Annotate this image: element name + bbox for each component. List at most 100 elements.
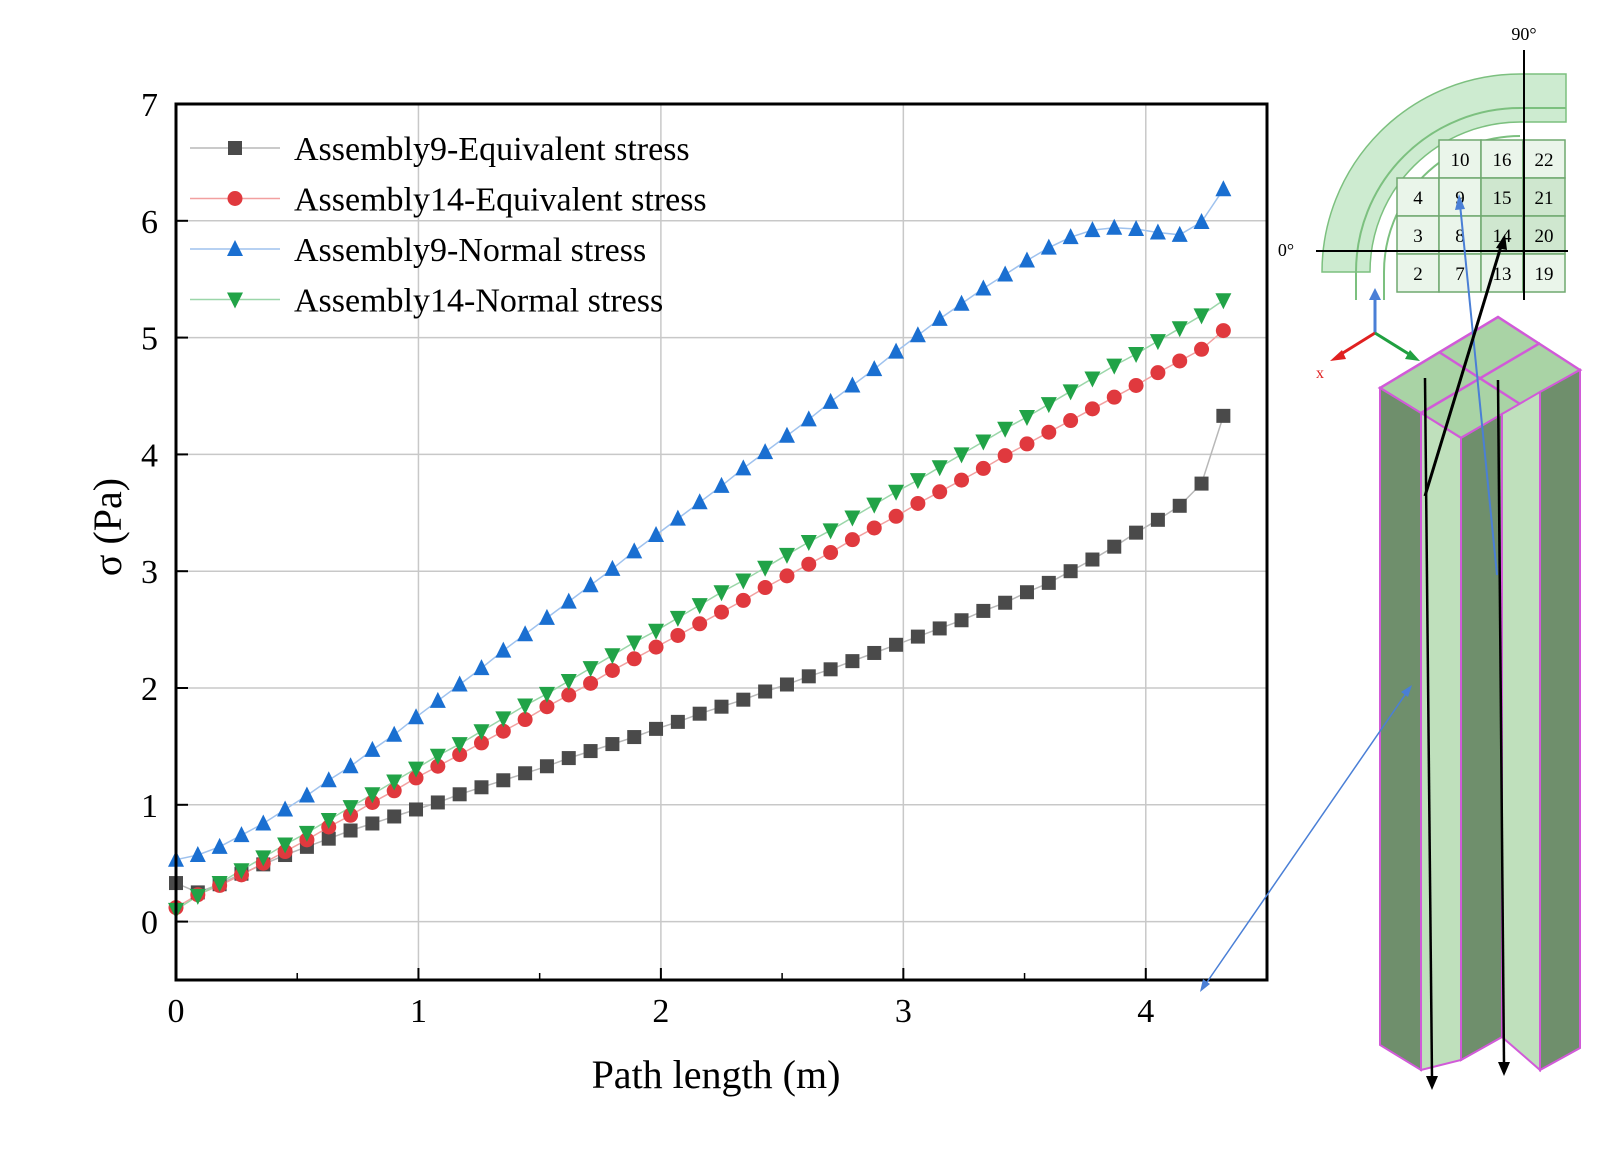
data-point [910, 495, 926, 511]
stress-chart: 0 1 2 3 4 0 1 2 3 4 5 6 7 Path length (m) σ (Pa) Ass… [85, 87, 1269, 1097]
data-point [1062, 228, 1079, 245]
section-cell-label: 14 [1493, 226, 1513, 247]
data-point [735, 459, 752, 476]
data-point [909, 473, 926, 490]
data-point [888, 508, 904, 524]
data-point [800, 410, 817, 427]
data-point [189, 888, 206, 905]
y-tick-label: 0 [141, 905, 158, 942]
data-point [626, 542, 643, 559]
data-point [233, 863, 250, 880]
data-point [866, 497, 883, 514]
data-point [582, 661, 599, 678]
data-point [954, 472, 970, 488]
data-point [408, 761, 425, 778]
data-point [538, 608, 555, 625]
data-point [866, 360, 883, 377]
data-point [517, 698, 534, 715]
triad-x-label: x [1316, 365, 1324, 382]
section-cell-label: 13 [1493, 264, 1512, 285]
triad-y-arrowhead [1405, 350, 1420, 361]
x-tick-label: 3 [895, 993, 912, 1030]
data-point [649, 721, 664, 736]
section-cell-label: 15 [1493, 188, 1512, 209]
data-point [845, 654, 860, 669]
data-point [386, 725, 403, 742]
data-point [669, 610, 686, 627]
section-cell [1438, 215, 1482, 255]
data-point [387, 809, 402, 824]
legend-marker [227, 191, 243, 206]
series-markers [168, 180, 1232, 919]
axis-ticks [175, 103, 1147, 980]
data-point [583, 744, 598, 759]
data-point [822, 523, 839, 540]
data-point [757, 580, 773, 596]
data-point [975, 434, 992, 451]
data-point [648, 623, 665, 640]
data-point [1129, 525, 1144, 540]
data-point [539, 759, 554, 774]
data-point [909, 326, 926, 343]
data-point [823, 662, 838, 677]
data-point [1149, 334, 1166, 351]
y-tick-label: 7 [141, 87, 158, 124]
y-tick-label: 3 [141, 554, 158, 591]
data-point [429, 691, 446, 708]
legend-marker [227, 240, 243, 256]
column-face-4 [1501, 390, 1541, 1073]
data-point [365, 816, 380, 831]
section-cell-label: 21 [1535, 188, 1554, 209]
section-cell-label: 3 [1413, 226, 1423, 247]
angle-0-label: 0° [1278, 240, 1294, 260]
data-point [778, 426, 795, 443]
data-point [757, 443, 774, 460]
data-point [1041, 424, 1057, 440]
data-point [452, 747, 468, 763]
data-point [364, 787, 381, 804]
data-point [844, 532, 860, 548]
data-point [1106, 389, 1122, 405]
data-point [298, 825, 315, 842]
data-point [561, 751, 576, 766]
data-point [1172, 353, 1188, 369]
data-point [1215, 323, 1231, 339]
data-point [691, 598, 708, 615]
data-point [1107, 539, 1122, 554]
data-point [779, 677, 794, 692]
column-face-1 [1379, 386, 1422, 1072]
section-cell-label: 22 [1535, 150, 1554, 171]
data-point [1085, 552, 1100, 567]
column-body [1377, 315, 1583, 1073]
legend-label: Assembly9-Equivalent stress [294, 131, 690, 168]
data-point [866, 520, 882, 536]
data-point [953, 294, 970, 311]
legend: Assembly9-Equivalent stress Assembly14-Eq… [190, 131, 707, 320]
angle-90-label: 90° [1511, 24, 1536, 44]
triad-y-axis [1374, 331, 1413, 358]
data-point [320, 812, 337, 829]
data-point [1172, 498, 1187, 513]
x-tick-label: 2 [652, 993, 669, 1030]
data-point [713, 585, 730, 602]
column-diagram: 101622491521381420271319 90° 0° x [1200, 24, 1583, 1090]
x-tick-label: 0 [168, 993, 185, 1030]
data-point [605, 737, 620, 752]
data-point [669, 509, 686, 526]
data-point [1128, 346, 1145, 363]
section-cell-label: 2 [1413, 264, 1423, 285]
data-point [518, 766, 533, 781]
section-cell [1396, 253, 1440, 293]
data-point [975, 460, 991, 476]
data-point [1128, 219, 1145, 236]
blue-path-line [1459, 203, 1498, 576]
data-point [473, 659, 490, 676]
data-point [539, 699, 555, 715]
data-point [1041, 575, 1056, 590]
data-point [844, 510, 861, 527]
data-point [495, 641, 512, 658]
data-point [626, 651, 642, 667]
data-point [998, 595, 1013, 610]
data-point [473, 724, 490, 741]
